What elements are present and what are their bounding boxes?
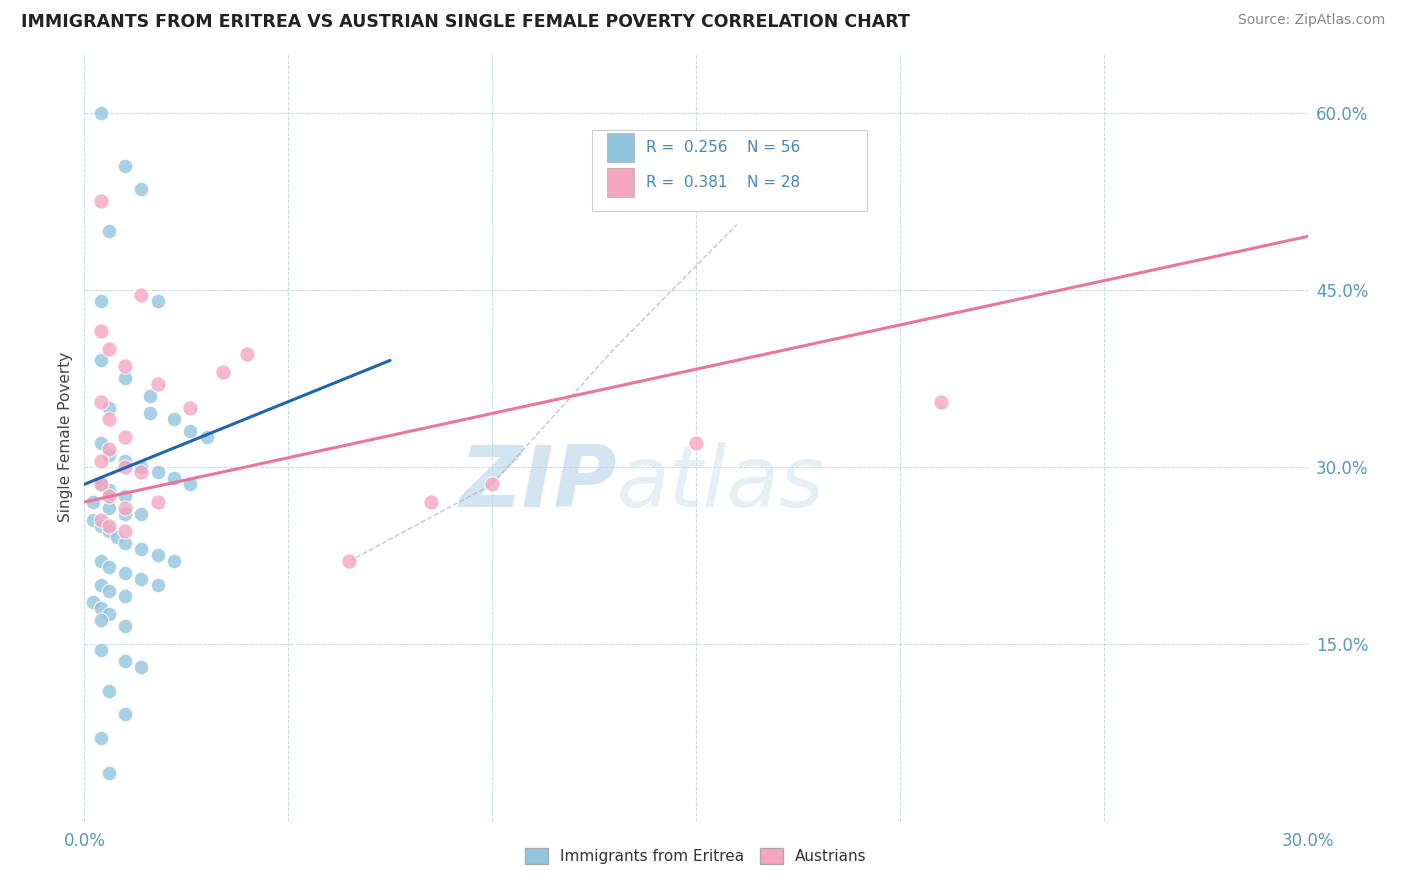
Point (114, 459, 136, 474)
Point (90, 554, 112, 568)
Point (97, 500, 120, 515)
Point (90, 577, 112, 591)
Point (163, 471, 186, 485)
Point (146, 577, 169, 591)
Point (97, 766, 120, 780)
Point (114, 371, 136, 385)
Text: R =  0.381    N = 28: R = 0.381 N = 28 (645, 175, 800, 190)
Point (114, 159, 136, 173)
Point (929, 394, 952, 409)
Point (114, 654, 136, 668)
Point (82, 495, 104, 509)
Point (90, 601, 112, 615)
Text: ZIP: ZIP (458, 442, 616, 524)
Point (195, 430, 218, 444)
Point (82, 595, 104, 609)
Point (105, 530, 128, 544)
Point (146, 548, 169, 562)
Point (90, 436, 112, 450)
Point (146, 294, 169, 309)
Point (90, 324, 112, 338)
Point (97, 489, 120, 503)
Point (97, 448, 120, 462)
Point (179, 401, 201, 415)
Point (114, 489, 136, 503)
Text: IMMIGRANTS FROM ERITREA VS AUSTRIAN SINGLE FEMALE POVERTY CORRELATION CHART: IMMIGRANTS FROM ERITREA VS AUSTRIAN SING… (21, 13, 910, 31)
Point (90, 518, 112, 533)
Point (90, 453, 112, 467)
Point (131, 660, 153, 674)
Point (685, 436, 707, 450)
Point (131, 542, 153, 557)
Point (114, 507, 136, 521)
Point (114, 707, 136, 722)
Point (90, 394, 112, 409)
Point (131, 182, 153, 196)
Point (163, 554, 186, 568)
Point (90, 294, 112, 309)
Point (114, 619, 136, 633)
Bar (606, 168, 634, 197)
Point (212, 365, 235, 379)
FancyBboxPatch shape (592, 130, 868, 211)
Point (163, 412, 186, 426)
Point (90, 731, 112, 745)
Point (97, 342, 120, 356)
Y-axis label: Single Female Poverty: Single Female Poverty (58, 352, 73, 522)
Text: atlas: atlas (616, 442, 824, 524)
Point (97, 560, 120, 574)
Point (131, 466, 153, 480)
Point (97, 683, 120, 698)
Point (97, 412, 120, 426)
Point (236, 347, 259, 361)
Point (90, 613, 112, 627)
Point (114, 500, 136, 515)
Point (90, 477, 112, 491)
Point (114, 430, 136, 444)
Point (90, 642, 112, 657)
Point (97, 607, 120, 621)
Text: R =  0.256    N = 56: R = 0.256 N = 56 (645, 140, 800, 154)
Point (131, 507, 153, 521)
Point (90, 194, 112, 208)
Point (339, 554, 361, 568)
Point (97, 583, 120, 598)
Point (131, 572, 153, 586)
Point (146, 495, 169, 509)
Point (131, 459, 153, 474)
Point (114, 359, 136, 374)
Point (114, 524, 136, 539)
Point (90, 513, 112, 527)
Point (97, 524, 120, 539)
Point (146, 466, 169, 480)
Point (97, 442, 120, 456)
Point (420, 495, 443, 509)
Point (114, 536, 136, 550)
Point (179, 424, 201, 438)
Point (82, 513, 104, 527)
Point (90, 477, 112, 491)
Point (114, 453, 136, 467)
Point (114, 590, 136, 604)
Point (97, 223, 120, 237)
Point (97, 483, 120, 498)
Point (481, 477, 503, 491)
Point (90, 105, 112, 120)
Point (97, 518, 120, 533)
Legend: Immigrants from Eritrea, Austrians: Immigrants from Eritrea, Austrians (519, 842, 873, 871)
Point (179, 477, 201, 491)
Bar (606, 133, 634, 161)
Point (90, 353, 112, 368)
Text: Source: ZipAtlas.com: Source: ZipAtlas.com (1237, 13, 1385, 28)
Point (146, 376, 169, 391)
Point (138, 389, 160, 403)
Point (114, 566, 136, 580)
Point (97, 401, 120, 415)
Point (131, 288, 153, 302)
Point (138, 407, 160, 421)
